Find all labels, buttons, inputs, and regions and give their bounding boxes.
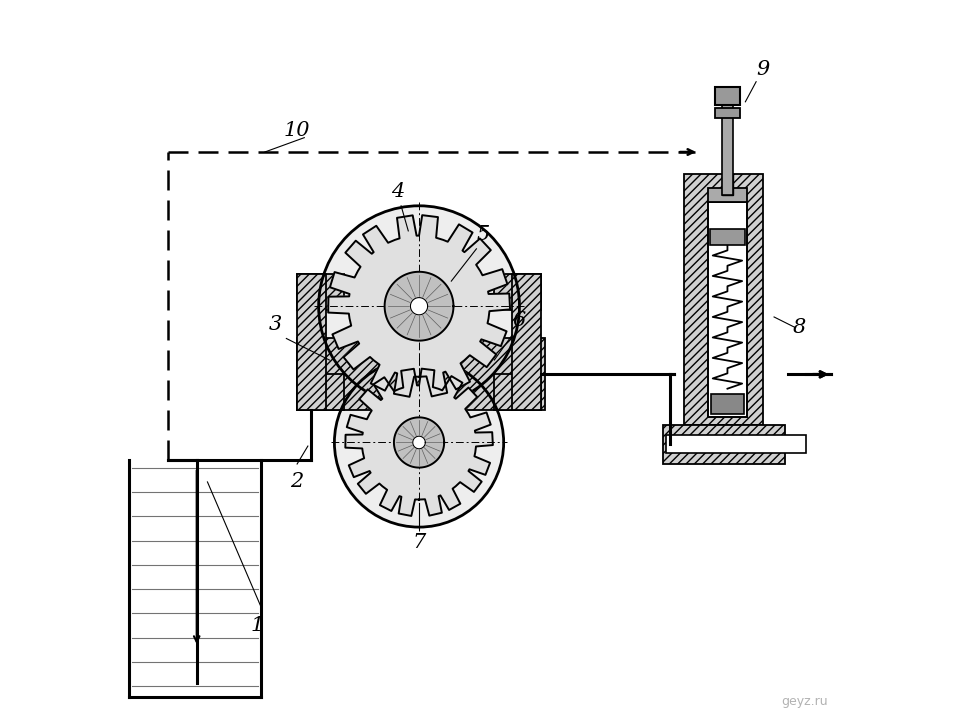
Bar	[663, 425, 785, 464]
Bar	[722, 87, 733, 195]
Polygon shape	[346, 369, 492, 516]
Text: 4: 4	[391, 182, 404, 201]
Circle shape	[319, 206, 519, 407]
Bar	[297, 374, 344, 410]
Text: geyz.ru: geyz.ru	[781, 695, 828, 708]
Text: 10: 10	[284, 121, 310, 140]
Polygon shape	[328, 215, 510, 397]
Text: 6: 6	[513, 311, 526, 330]
Text: 8: 8	[793, 318, 805, 337]
Text: 3: 3	[269, 315, 282, 333]
Text: 9: 9	[756, 60, 770, 79]
Bar	[714, 108, 740, 118]
Bar	[708, 202, 747, 418]
Bar	[684, 174, 763, 425]
Bar	[714, 87, 740, 104]
Text: 1: 1	[251, 616, 264, 635]
Bar	[297, 274, 344, 310]
Circle shape	[334, 358, 504, 527]
Bar	[709, 230, 745, 246]
Bar	[513, 274, 541, 410]
Bar	[297, 338, 544, 410]
Polygon shape	[413, 436, 425, 449]
Bar	[711, 394, 744, 414]
Text: 7: 7	[413, 534, 425, 552]
Bar	[666, 436, 806, 453]
Polygon shape	[411, 297, 427, 315]
Bar	[297, 274, 325, 410]
Bar	[708, 188, 747, 202]
Polygon shape	[394, 418, 444, 467]
Bar	[722, 174, 733, 195]
Bar	[494, 274, 541, 310]
Bar	[494, 374, 541, 410]
Text: 2: 2	[291, 472, 303, 492]
Polygon shape	[385, 271, 453, 341]
Text: 5: 5	[477, 225, 491, 244]
